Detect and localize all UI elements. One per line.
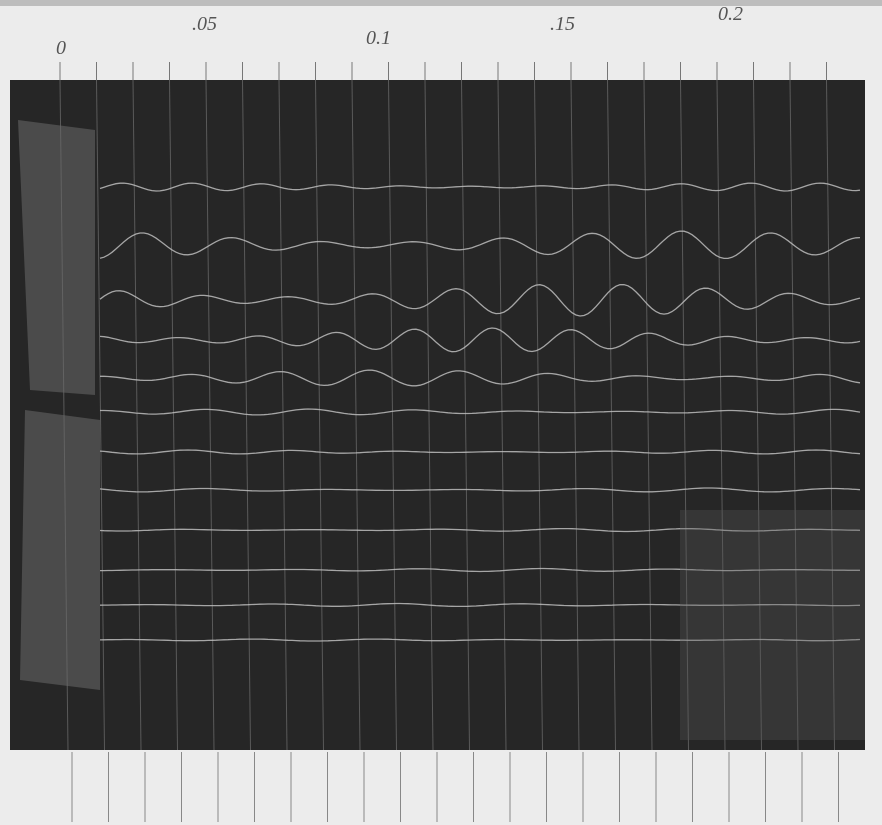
- scale-label: .15: [550, 13, 575, 35]
- scale-label: 0: [56, 37, 66, 59]
- oscillograph-photo: 0 .05 0.1 .15 0.2: [0, 0, 882, 825]
- paper-edge: [0, 0, 882, 6]
- smear: [680, 510, 865, 740]
- scale-label: 0.2: [718, 3, 743, 25]
- scale-label: 0.1: [366, 27, 391, 49]
- scale-label: .05: [192, 13, 217, 35]
